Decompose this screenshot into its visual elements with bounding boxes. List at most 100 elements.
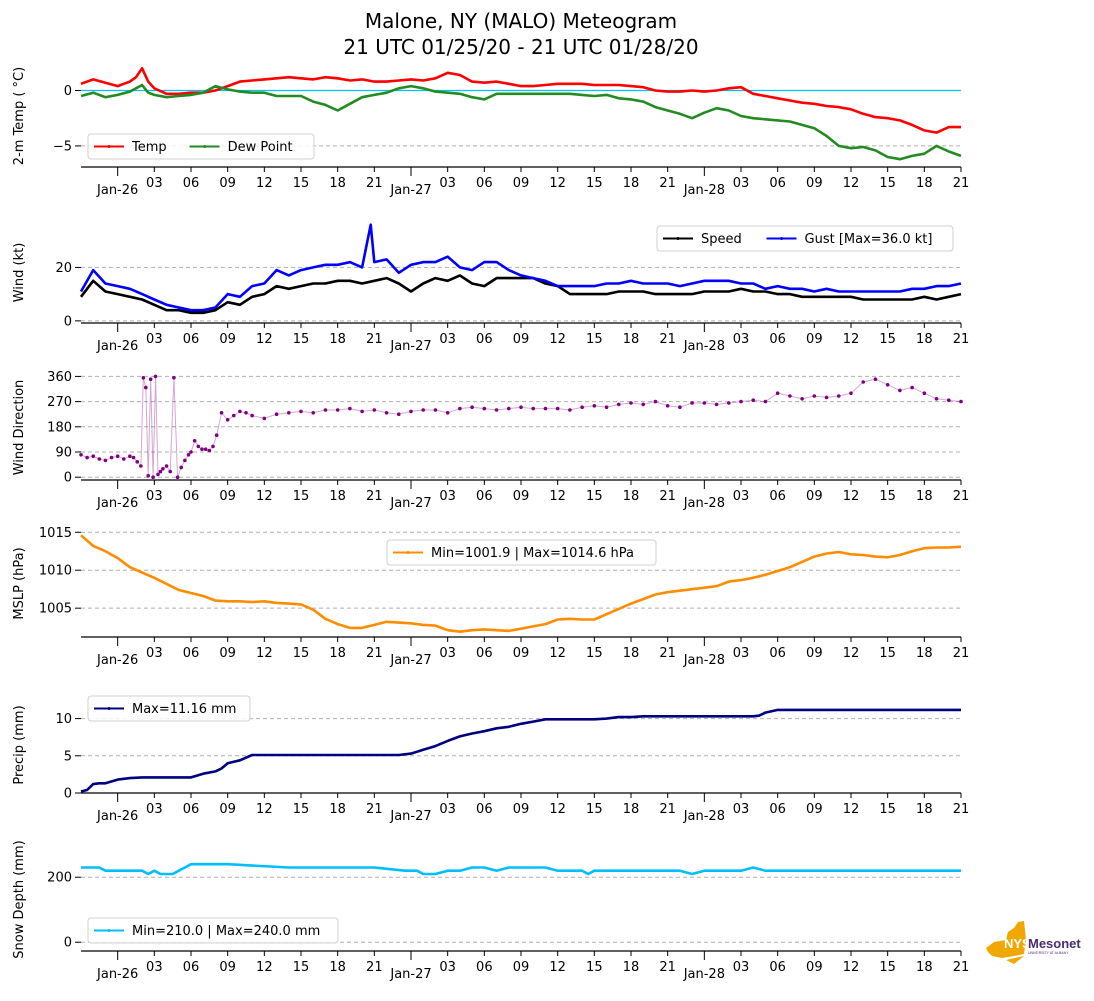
series-line-temp-0 — [80, 67, 961, 134]
data-point — [207, 448, 212, 453]
x-tick-label: 09 — [806, 960, 823, 975]
data-point — [653, 399, 658, 404]
x-tick-label: Jan-27 — [389, 967, 431, 982]
nys-mesonet-logo: NYS Mesonet UNIVERSITY AT ALBANY — [986, 921, 1081, 964]
x-tick-label: 18 — [916, 802, 933, 817]
data-point — [775, 391, 780, 396]
data-point — [143, 385, 148, 390]
x-tick-label: 15 — [586, 646, 603, 661]
data-point — [115, 454, 120, 459]
x-tick-label: 21 — [953, 960, 970, 975]
x-tick-label: 09 — [219, 489, 236, 504]
legend-label: Dew Point — [228, 140, 293, 155]
x-tick-label: 21 — [659, 489, 676, 504]
data-point — [164, 464, 169, 468]
x-tick-label: 18 — [623, 960, 640, 975]
x-tick-label: 21 — [659, 802, 676, 817]
x-tick-label: 15 — [879, 176, 896, 191]
x-tick-label: 18 — [916, 489, 933, 504]
x-tick-label: 18 — [916, 646, 933, 661]
data-point — [409, 409, 413, 414]
x-tick-label: 09 — [219, 802, 236, 817]
panels: 0 −5 2-m Temp ( °C) Jan-26 03 06 09 12 15 18 21 Jan… — [12, 67, 969, 982]
data-point — [158, 469, 163, 474]
data-point — [196, 444, 201, 449]
data-point — [690, 401, 694, 405]
legend-marker — [406, 551, 410, 554]
x-tick-label: 12 — [549, 332, 566, 347]
x-tick-label: 15 — [293, 646, 310, 661]
data-point — [238, 409, 242, 414]
legend-marker — [107, 707, 111, 710]
y-tick-label: 90 — [55, 446, 72, 461]
data-point — [156, 472, 160, 477]
data-point — [153, 374, 158, 379]
x-tick-label: 15 — [879, 802, 896, 817]
x-tick-label: 03 — [439, 176, 456, 191]
x-tick-label: 18 — [916, 176, 933, 191]
x-tick-label: 03 — [733, 802, 750, 817]
data-point — [103, 458, 108, 463]
x-tick-label: 06 — [769, 176, 786, 191]
x-tick-label: 12 — [843, 489, 860, 504]
x-tick-label: Jan-26 — [96, 653, 138, 668]
x-tick-label: 12 — [549, 802, 566, 817]
x-tick-label: Jan-27 — [389, 653, 431, 668]
x-tick-label: 09 — [219, 646, 236, 661]
data-point — [299, 409, 303, 414]
data-point — [629, 401, 633, 405]
y-tick-label: 0 — [64, 314, 72, 329]
x-tick-label: 21 — [659, 332, 676, 347]
y-axis-label: Wind (kt) — [12, 243, 27, 303]
series-line-precip-0 — [80, 708, 961, 793]
data-point — [922, 391, 927, 396]
data-point — [372, 408, 377, 412]
legend-label: Temp — [131, 140, 167, 155]
logo-sub-text: UNIVERSITY AT ALBANY — [1028, 951, 1069, 955]
x-tick-label: 03 — [733, 646, 750, 661]
x-tick-label: 06 — [476, 646, 493, 661]
data-point — [458, 406, 462, 411]
legend-wind: Speed Gust [Max=36.0 kt] — [656, 225, 954, 252]
panel-mslp: 1005 1010 1015 MSLP (hPa) Jan-26 03 06 09 12 15 18… — [12, 526, 969, 668]
x-tick-label: 18 — [623, 176, 640, 191]
x-tick-label: 18 — [329, 960, 346, 975]
data-point — [219, 411, 224, 415]
x-tick-label: 15 — [879, 489, 896, 504]
x-tick-label: 03 — [439, 332, 456, 347]
data-point — [421, 408, 426, 412]
x-tick-label: 18 — [623, 802, 640, 817]
data-point — [763, 399, 768, 404]
x-tick-label: 21 — [366, 332, 383, 347]
legend-snow: Min=210.0 | Max=240.0 mm — [87, 917, 339, 944]
x-tick-label: 15 — [293, 489, 310, 504]
y-axis-label: Precip (mm) — [12, 705, 27, 784]
x-tick-label: 21 — [953, 176, 970, 191]
x-tick-label: 03 — [146, 489, 163, 504]
data-point — [580, 405, 584, 410]
y-tick-label: 360 — [47, 370, 72, 385]
x-tick-label: Jan-28 — [683, 967, 725, 982]
x-tick-label: 06 — [476, 176, 493, 191]
x-tick-label: 21 — [953, 332, 970, 347]
data-point — [592, 404, 597, 408]
x-tick-label: 06 — [769, 802, 786, 817]
data-point — [286, 411, 291, 415]
x-tick-label: 21 — [366, 489, 383, 504]
x-tick-label: Jan-27 — [389, 339, 431, 354]
data-point — [274, 412, 279, 417]
data-point — [360, 409, 364, 414]
data-point — [800, 397, 804, 401]
y-axis-label: Snow Depth (mm) — [12, 840, 27, 958]
chart-subtitle: 21 UTC 01/25/20 - 21 UTC 01/28/20 — [343, 35, 698, 59]
x-tick-label: 21 — [366, 646, 383, 661]
data-point — [470, 405, 474, 410]
legend-label: Max=11.16 mm — [132, 702, 236, 717]
y-tick-label: −5 — [53, 139, 72, 154]
x-tick-label: 03 — [146, 332, 163, 347]
y-tick-label: 0 — [64, 84, 72, 99]
x-tick-label: 15 — [293, 960, 310, 975]
x-tick-label: Jan-27 — [389, 183, 431, 198]
data-point — [849, 391, 853, 396]
data-point — [168, 469, 173, 474]
